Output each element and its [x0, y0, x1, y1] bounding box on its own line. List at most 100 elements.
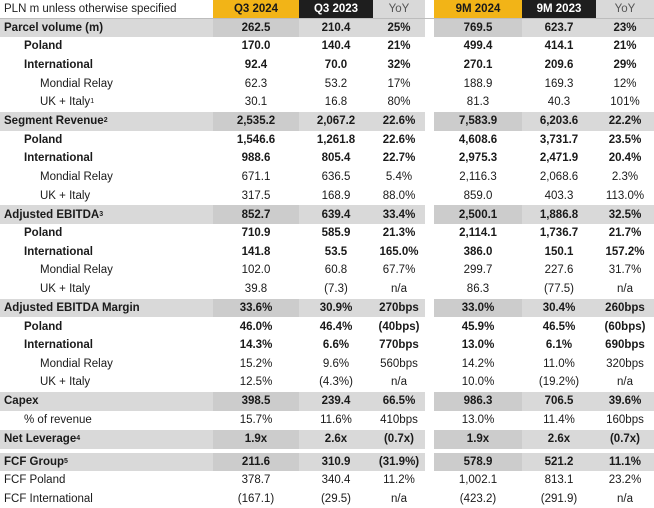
cell-yoy-q3: 22.7% — [382, 152, 416, 165]
cell-q3-2023: 70.0 — [324, 59, 348, 72]
cell-yoy-9m: 101% — [610, 96, 640, 109]
cell-9m-2023: 623.7 — [544, 21, 574, 34]
cell-yoy-q3: 67.7% — [382, 264, 416, 277]
row-label: Mondial Relay — [0, 355, 213, 374]
cell-q3-2023: 805.4 — [321, 152, 351, 165]
cell-q3-2024: 15.2% — [239, 357, 273, 370]
row-label: Poland — [0, 37, 213, 56]
cell-yoy-q3: 33.4% — [382, 208, 416, 221]
cell-yoy-9m: 23% — [613, 21, 637, 34]
row-label: International — [0, 56, 213, 75]
cell-q3-2023: 16.8 — [324, 96, 348, 109]
cell-9m-2023: (291.9) — [540, 493, 578, 506]
table-row: Segment Revenue 2 2,535.2 2,067.2 22.6% 7,583… — [0, 112, 654, 131]
table-row: International 141.8 53.5 165.0% 386.0 150.1 15… — [0, 242, 654, 262]
cell-9m-2023: (19.2%) — [538, 376, 580, 389]
table-header: PLN m unless otherwise specified Q3 2024… — [0, 0, 654, 19]
cell-yoy-q3: n/a — [391, 283, 407, 296]
row-label-text: Net Leverage — [4, 433, 77, 446]
cell-9m-2023: 403.3 — [544, 189, 574, 202]
cell-q3-2024: 46.0% — [239, 320, 273, 333]
table-row: Mondial Relay 62.3 53.2 17% 188.9 169.3 12% — [0, 74, 654, 93]
column-gap — [425, 37, 434, 56]
cell-yoy-q3: n/a — [391, 493, 407, 506]
table-row: Poland 710.9 585.9 21.3% 2,114.1 1,736.7 21.7% — [0, 224, 654, 243]
cell-q3-2023: 585.9 — [321, 227, 351, 240]
row-label-text: UK + Italy — [40, 96, 91, 109]
row-label-text: Adjusted EBITDA — [4, 208, 100, 221]
row-label: UK + Italy — [0, 280, 213, 299]
cell-q3-2023: 53.2 — [324, 77, 348, 90]
cell-q3-2024: 671.1 — [241, 171, 271, 184]
cell-yoy-9m: n/a — [617, 493, 633, 506]
cell-9m-2023: 209.6 — [544, 59, 574, 72]
row-label: UK + Italy 1 — [40, 96, 95, 109]
cell-q3-2024: 317.5 — [241, 189, 271, 202]
table-row: Mondial Relay 671.1 636.5 5.4% 2,116.3 2,068.… — [0, 167, 654, 187]
cell-q3-2024: 1.9x — [213, 430, 299, 449]
table-row: Adjusted EBITDA 3 852.7 639.4 33.4% 2,500.1 1,… — [0, 205, 654, 224]
row-label: International — [0, 336, 213, 355]
row-label: Adjusted EBITDA Margin — [0, 299, 213, 318]
cell-q3-2023: 2.6x — [324, 433, 348, 446]
row-label-text: International — [24, 339, 94, 352]
header-9m-2024: 9M 2024 — [434, 0, 522, 18]
cell-yoy-9m: n/a — [617, 376, 633, 389]
column-gap — [425, 186, 434, 205]
cell-9m-2024: 859.0 — [463, 189, 493, 202]
cell-yoy-9m: 12% — [613, 77, 637, 90]
row-label-text: International — [24, 152, 94, 165]
row-label-text: FCF Poland — [4, 474, 66, 487]
cell-yoy-q3: 11.2% — [383, 474, 415, 487]
cell-q3-2024: 262.5 — [213, 18, 299, 38]
cell-yoy-9m: 160bps — [606, 414, 644, 427]
cell-q3-2024: 211.6 — [213, 452, 299, 472]
cell-9m-2023: (77.5) — [543, 283, 575, 296]
column-gap — [425, 149, 434, 168]
table-row: UK + Italy 1 30.1 16.8 80% 81.3 40.3 101% — [0, 93, 654, 112]
row-label-text: International — [24, 59, 94, 72]
cell-yoy-q3: 165.0% — [379, 245, 419, 258]
cell-q3-2023: 11.6% — [320, 414, 352, 427]
cell-9m-2024: 299.7 — [463, 264, 493, 277]
cell-yoy-q3: 88.0% — [382, 189, 416, 202]
column-gap — [425, 261, 434, 280]
table-row: FCF Group 5 211.6 310.9 (31.9%) 578.9 521.2 11.… — [0, 452, 654, 472]
table-row: UK + Italy 12.5% (4.3%) n/a 10.0% (19.2%) n/a — [0, 373, 654, 392]
row-label: Poland — [0, 224, 213, 243]
row-label: Parcel volume (m) — [0, 19, 213, 38]
cell-q3-2024: 852.7 — [213, 205, 299, 224]
row-label: International — [0, 149, 213, 168]
cell-9m-2023: 169.3 — [544, 77, 574, 90]
cell-q3-2024: 378.7 — [241, 474, 271, 487]
cell-q3-2024: 1,546.6 — [236, 133, 276, 146]
cell-9m-2024: 499.4 — [463, 40, 493, 53]
column-gap — [425, 55, 434, 75]
cell-9m-2023: 414.1 — [544, 40, 574, 53]
table-row: International 14.3% 6.6% 770bps 13.0% 6.1% 690… — [0, 336, 654, 355]
row-label: Mondial Relay — [0, 168, 213, 187]
column-gap — [425, 224, 434, 243]
cell-yoy-9m: 39.6% — [608, 395, 642, 408]
row-label: FCF Poland — [0, 471, 213, 490]
column-gap — [425, 336, 434, 355]
cell-9m-2023: 813.1 — [544, 474, 574, 487]
cell-yoy-q3: (40bps) — [378, 320, 420, 333]
header-9m-2023: 9M 2023 — [522, 0, 596, 18]
cell-yoy-q3: 32% — [387, 59, 411, 72]
cell-yoy-9m: (0.7x) — [609, 433, 641, 446]
header-yoy-9m: YoY — [596, 0, 654, 18]
cell-yoy-9m: 23.5% — [608, 133, 642, 146]
cell-q3-2023: (29.5) — [320, 493, 352, 506]
cell-q3-2023: 310.9 — [321, 455, 351, 468]
row-label: International — [0, 243, 213, 262]
cell-yoy-9m: 32.5% — [608, 208, 642, 221]
row-label-text: UK + Italy — [40, 376, 91, 389]
cell-q3-2024: 30.1 — [244, 96, 268, 109]
cell-9m-2023: 521.2 — [544, 455, 574, 468]
row-label-text: UK + Italy — [40, 283, 91, 296]
cell-9m-2024: 1.9x — [434, 430, 522, 449]
table-row: UK + Italy 317.5 168.9 88.0% 859.0 403.3 113.0… — [0, 186, 654, 205]
cell-yoy-9m: 113.0% — [605, 189, 645, 202]
cell-q3-2024: 170.0 — [241, 40, 271, 53]
